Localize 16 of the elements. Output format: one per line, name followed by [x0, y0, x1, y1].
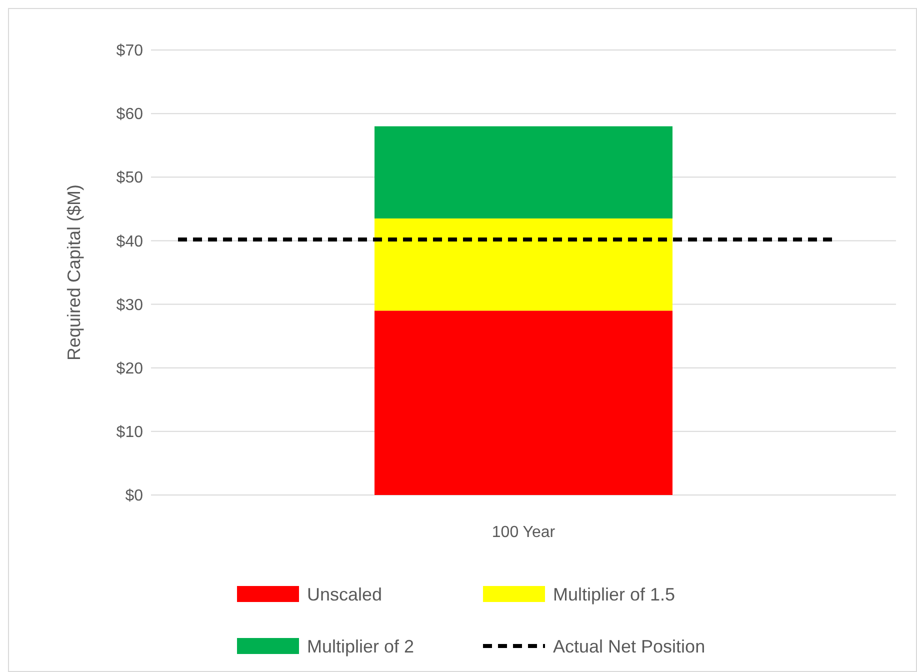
y-axis-title: Required Capital ($M) — [64, 184, 84, 361]
bar — [374, 126, 672, 218]
y-tick-label: $70 — [116, 42, 144, 60]
y-tick-label: $40 — [116, 233, 144, 250]
y-tick-label: $20 — [116, 360, 144, 378]
y-tick-label: $60 — [116, 106, 144, 124]
legend-label: Actual Net Position — [553, 636, 706, 656]
y-tick-label: $50 — [116, 170, 144, 187]
y-tick-label: $10 — [116, 424, 144, 442]
x-tick-label: 100 Year — [492, 524, 556, 541]
bar — [374, 310, 672, 495]
y-tick-label: $30 — [116, 296, 144, 314]
legend-label: Multiplier of 1.5 — [553, 584, 676, 604]
y-tick-label: $0 — [125, 488, 144, 505]
legend-label: Multiplier of 2 — [307, 636, 414, 656]
legend-label: Unscaled — [307, 584, 382, 604]
